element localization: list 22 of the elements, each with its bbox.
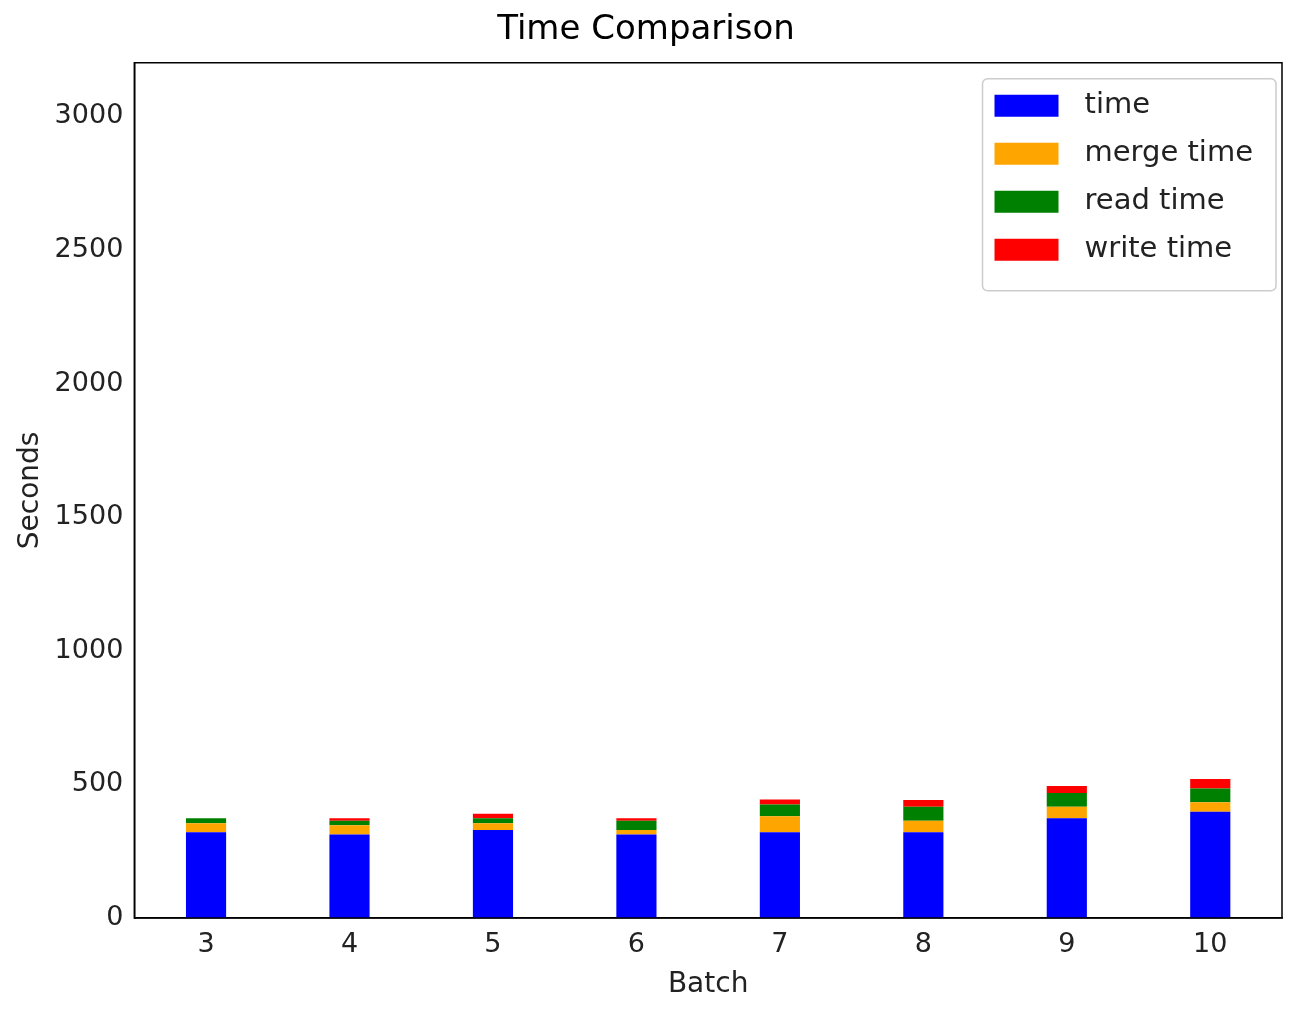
- y-tick-label: 1000: [54, 632, 124, 664]
- x-tick-label: 8: [914, 927, 932, 959]
- x-tick-label: 6: [627, 927, 646, 959]
- chart-title: Time Comparison: [496, 7, 795, 48]
- y-tick-label: 3000: [54, 98, 124, 130]
- y-tick-label: 2000: [54, 365, 124, 397]
- y-tick-label: 1500: [54, 499, 124, 531]
- y-tick-label: 2500: [54, 231, 124, 263]
- legend-label: write time: [1084, 230, 1233, 265]
- x-tick-label: 9: [1058, 927, 1076, 959]
- x-tick-label: 3: [197, 927, 215, 959]
- x-tick-label: 4: [340, 927, 359, 959]
- y-tick-label: 0: [106, 900, 124, 932]
- x-tick-label: 7: [771, 927, 789, 959]
- legend-label: read time: [1084, 182, 1225, 217]
- x-tick-label: 5: [484, 927, 502, 959]
- y-axis-title: Seconds: [12, 431, 46, 550]
- legend-label: merge time: [1084, 134, 1254, 169]
- legend-label: time: [1084, 86, 1151, 121]
- x-axis-title: Batch: [667, 966, 749, 1000]
- y-tick-label: 500: [71, 766, 124, 798]
- x-tick-label: 10: [1193, 927, 1228, 959]
